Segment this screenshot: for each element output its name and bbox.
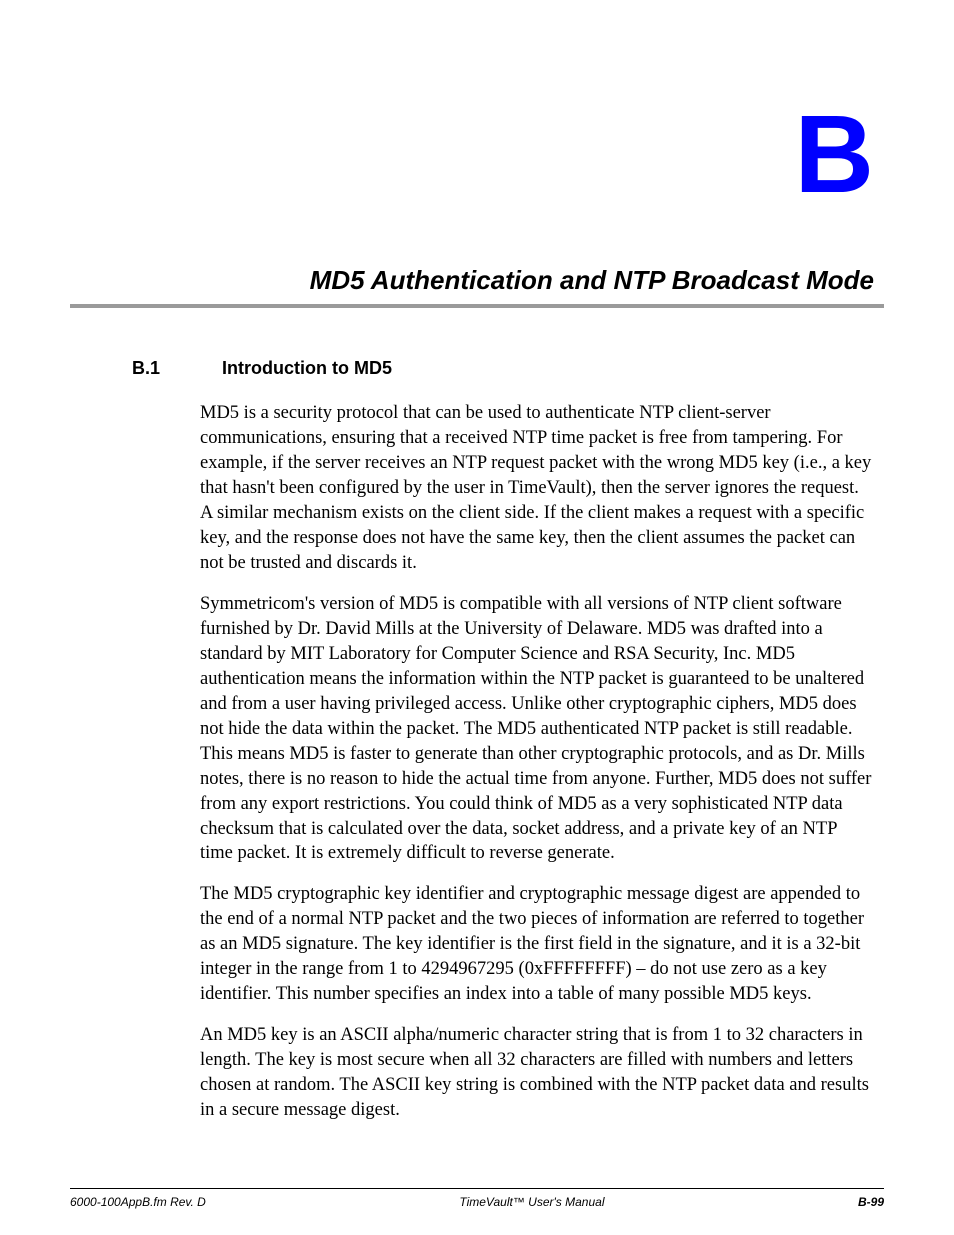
paragraph: The MD5 cryptographic key identifier and… <box>200 882 874 1007</box>
title-divider <box>70 304 884 308</box>
paragraph: Symmetricom's version of MD5 is compatib… <box>200 592 874 867</box>
section-heading: B.1 Introduction to MD5 <box>70 358 884 379</box>
body-content: MD5 is a security protocol that can be u… <box>200 401 874 1123</box>
paragraph: An MD5 key is an ASCII alpha/numeric cha… <box>200 1023 874 1123</box>
section-number: B.1 <box>70 358 222 379</box>
chapter-title: MD5 Authentication and NTP Broadcast Mod… <box>70 265 874 296</box>
paragraph: MD5 is a security protocol that can be u… <box>200 401 874 576</box>
page-footer: 6000-100AppB.fm Rev. D TimeVault™ User's… <box>70 1188 884 1209</box>
footer-page-number: B-99 <box>858 1195 884 1209</box>
footer-doc-id: 6000-100AppB.fm Rev. D <box>70 1195 206 1209</box>
footer-manual-title: TimeVault™ User's Manual <box>206 1195 858 1209</box>
footer-divider <box>70 1188 884 1189</box>
appendix-letter: B <box>70 100 874 210</box>
section-title: Introduction to MD5 <box>222 358 392 379</box>
